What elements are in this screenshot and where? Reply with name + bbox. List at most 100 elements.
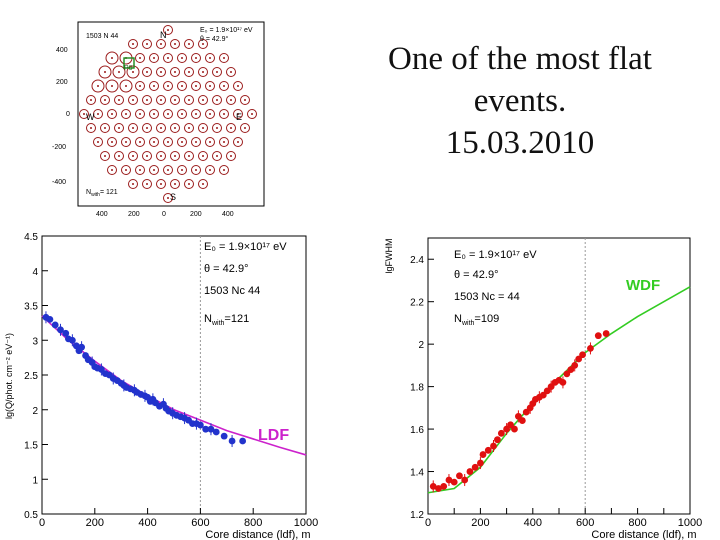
map-detector: [184, 179, 194, 189]
map-ytick-1: 400: [56, 47, 68, 54]
map-detector: [119, 79, 133, 93]
map-detector-center: [139, 169, 141, 171]
map-detector: [198, 95, 208, 105]
map-detector: [107, 109, 117, 119]
ldf-data-point: [239, 437, 247, 445]
map-detector: [240, 95, 250, 105]
wdf-data-point: [511, 425, 518, 433]
title-line-2: events.: [473, 83, 567, 119]
map-detector-center: [118, 127, 120, 129]
map-detector: [198, 123, 208, 133]
wdf-ytick-label: 1.2: [410, 510, 424, 521]
map-detector: [177, 53, 187, 63]
map-detector-center: [174, 155, 176, 157]
map-detector: [156, 123, 166, 133]
map-detector-center: [174, 71, 176, 73]
map-detector: [240, 123, 250, 133]
map-detector: [163, 165, 173, 175]
wdf-data-point: [450, 478, 458, 486]
wdf-data-point: [435, 485, 442, 492]
map-detector: [198, 39, 208, 49]
map-core-label: P0: [124, 65, 133, 72]
wdf-info-theta: θ = 42.9°: [454, 269, 498, 281]
map-detector: [149, 53, 159, 63]
map-detector: [163, 25, 173, 35]
detector-map-chart: E₀ = 1.9×10¹⁷ eV θ = 42.9° 1503 N 44 N W…: [52, 21, 265, 218]
map-detector: [184, 123, 194, 133]
ldf-data-point: [212, 428, 220, 436]
wdf-xtick-label: 800: [628, 517, 646, 529]
map-detector-center: [83, 113, 85, 115]
map-detector-center: [125, 169, 127, 171]
ldf-xlabel: Core distance (ldf), m: [205, 529, 310, 540]
map-detector: [177, 109, 187, 119]
map-detector-center: [118, 99, 120, 101]
map-detector: [212, 95, 222, 105]
map-detector: [105, 79, 119, 93]
map-detector: [184, 67, 194, 77]
map-detector-center: [188, 183, 190, 185]
ldf-ytick-label: 2: [32, 406, 38, 417]
ldf-ytick-label: 0.5: [24, 510, 38, 521]
map-info-run: 1503 N 44: [86, 33, 118, 40]
map-xtick-5: 400: [222, 211, 234, 218]
map-detector: [79, 109, 89, 119]
map-detector-center: [209, 141, 211, 143]
wdf-data-point: [602, 330, 610, 337]
map-detector-center: [153, 169, 155, 171]
map-info-theta: θ = 42.9°: [200, 35, 228, 43]
ldf-series-label: LDF: [258, 427, 289, 444]
map-detector-center: [237, 113, 239, 115]
map-detector-center: [195, 169, 197, 171]
map-detector-center: [181, 169, 183, 171]
map-detector-center: [188, 155, 190, 157]
map-detector-center: [202, 71, 204, 73]
map-compass-n: N: [160, 30, 167, 40]
map-detector: [156, 95, 166, 105]
map-detector: [128, 39, 138, 49]
map-detector: [170, 39, 180, 49]
map-detector: [191, 165, 201, 175]
map-detector-center: [104, 99, 106, 101]
wdf-ytick-label: 2: [418, 340, 424, 351]
ldf-xtick-label: 400: [138, 517, 156, 529]
map-detector-center: [146, 43, 148, 45]
map-detector-center: [209, 169, 211, 171]
ldf-ylabel: lg(Q/phot. cm⁻² eV⁻¹): [4, 333, 14, 419]
map-detector: [128, 123, 138, 133]
map-detector-center: [237, 141, 239, 143]
map-detector-center: [125, 113, 127, 115]
map-detector-center: [97, 141, 99, 143]
wdf-xtick-label: 600: [576, 517, 594, 529]
map-detector: [170, 151, 180, 161]
map-detector-center: [118, 155, 120, 157]
ldf-data-point: [220, 432, 228, 440]
map-detector: [191, 137, 201, 147]
map-detector-center: [125, 85, 127, 87]
map-detector: [100, 151, 110, 161]
map-detector-center: [202, 183, 204, 185]
map-detector-center: [146, 183, 148, 185]
map-xtick-2: 200: [128, 211, 140, 218]
map-detector: [98, 65, 112, 79]
map-detector: [142, 95, 152, 105]
map-detector-center: [160, 183, 162, 185]
map-detector-center: [90, 127, 92, 129]
map-detector-center: [195, 85, 197, 87]
map-detector-center: [174, 183, 176, 185]
wdf-data-point: [497, 429, 505, 437]
map-detector-center: [160, 43, 162, 45]
map-detector: [170, 123, 180, 133]
map-detector: [121, 165, 131, 175]
map-detector: [212, 123, 222, 133]
map-detector: [198, 179, 208, 189]
ldf-ytick-label: 2.5: [24, 371, 38, 382]
map-detector: [121, 137, 131, 147]
map-detector: [205, 81, 215, 91]
map-detector: [191, 53, 201, 63]
ldf-n-label: Nwith=121: [204, 313, 249, 327]
wdf-data-point: [579, 351, 586, 359]
map-detector-center: [216, 155, 218, 157]
wdf-n-label: Nwith=109: [454, 313, 499, 327]
map-detector-center: [104, 155, 106, 157]
